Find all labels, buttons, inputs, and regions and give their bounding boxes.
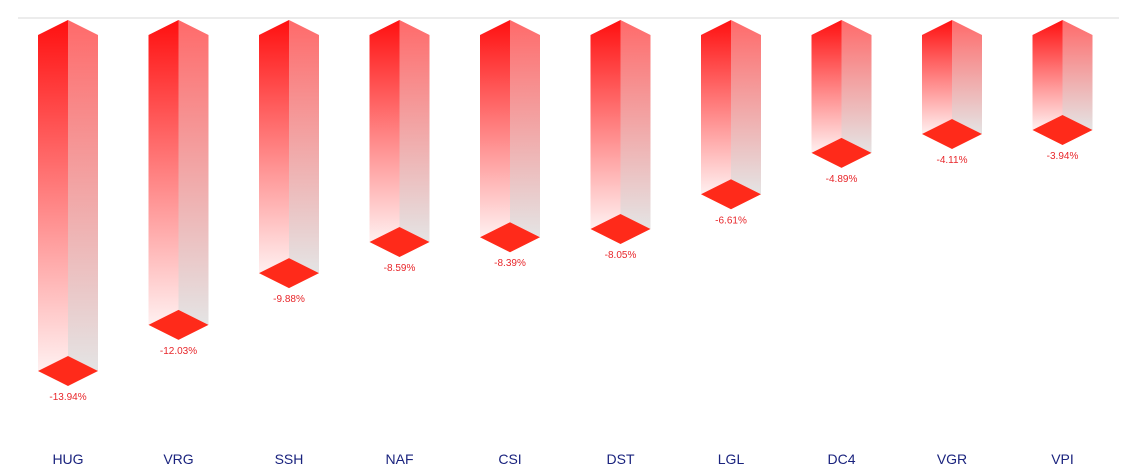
bar-csi: [480, 20, 540, 253]
bar-front-lgl: [701, 20, 731, 195]
value-label-dst: -8.05%: [605, 250, 637, 261]
bar-cap-vpi: [1032, 114, 1093, 145]
bar-vpi: [1032, 20, 1093, 145]
category-label-lgl: LGL: [718, 451, 745, 467]
value-label-lgl: -6.61%: [715, 215, 747, 226]
bar-naf: [369, 20, 430, 258]
category-label-naf: NAF: [386, 451, 414, 467]
bars-group: [38, 20, 1093, 386]
bar-side-vrg: [178, 20, 209, 325]
bar-side-lgl: [731, 20, 761, 195]
bar-dst: [590, 20, 651, 245]
bar-front-dc4: [811, 20, 842, 153]
bar-cap-ssh: [259, 258, 319, 289]
bar-front-ssh: [259, 20, 289, 274]
bar-cap-csi: [480, 222, 540, 253]
bar-cap-lgl: [701, 179, 761, 210]
category-label-dst: DST: [607, 451, 635, 467]
category-label-vpi: VPI: [1051, 451, 1074, 467]
value-label-dc4: -4.89%: [826, 174, 858, 185]
bar-cap-hug: [38, 355, 98, 386]
bar-side-hug: [68, 20, 98, 371]
value-label-csi: -8.39%: [494, 258, 526, 269]
category-label-vgr: VGR: [937, 451, 967, 467]
value-label-vpi: -3.94%: [1047, 151, 1079, 162]
bar-cap-dst: [590, 214, 651, 245]
bar-front-csi: [480, 20, 510, 238]
bar-cap-dc4: [811, 137, 872, 168]
value-label-ssh: -9.88%: [273, 294, 305, 305]
bar-vgr: [922, 20, 982, 150]
bar-front-vrg: [148, 20, 179, 325]
bar-front-hug: [38, 20, 68, 371]
bar-cap-vgr: [922, 119, 982, 150]
bar-front-naf: [369, 20, 400, 243]
bar-side-dst: [620, 20, 651, 230]
bar-ssh: [259, 20, 319, 289]
bar-side-csi: [510, 20, 540, 238]
bar-side-naf: [399, 20, 430, 243]
category-label-hug: HUG: [52, 451, 83, 467]
bar-side-vpi: [1062, 20, 1093, 130]
category-label-vrg: VRG: [163, 451, 193, 467]
bar-front-vgr: [922, 20, 952, 135]
bar-side-dc4: [841, 20, 872, 153]
bar-hug: [38, 20, 98, 386]
bar-cap-naf: [369, 227, 430, 258]
value-label-hug: -13.94%: [49, 392, 86, 403]
value-labels-group: -13.94% -12.03% -9.88% -8.59% -8.39% -8.05% -6…: [49, 151, 1078, 403]
category-label-ssh: SSH: [275, 451, 304, 467]
bar-cap-vrg: [148, 309, 209, 340]
category-label-csi: CSI: [498, 451, 521, 467]
value-label-naf: -8.59%: [384, 263, 416, 274]
category-label-dc4: DC4: [827, 451, 855, 467]
value-label-vgr: -4.11%: [937, 155, 968, 166]
bar-lgl: [701, 20, 761, 210]
value-label-vrg: -12.03%: [160, 346, 197, 357]
bar-dc4: [811, 20, 872, 168]
bar-side-vgr: [952, 20, 982, 135]
bar-vrg: [148, 20, 209, 340]
bar-front-vpi: [1032, 20, 1063, 130]
bar-side-ssh: [289, 20, 319, 274]
category-labels-group: HUG VRG SSH NAF CSI DST LGL DC4 VGR VPI: [52, 451, 1073, 467]
bar-front-dst: [590, 20, 621, 230]
